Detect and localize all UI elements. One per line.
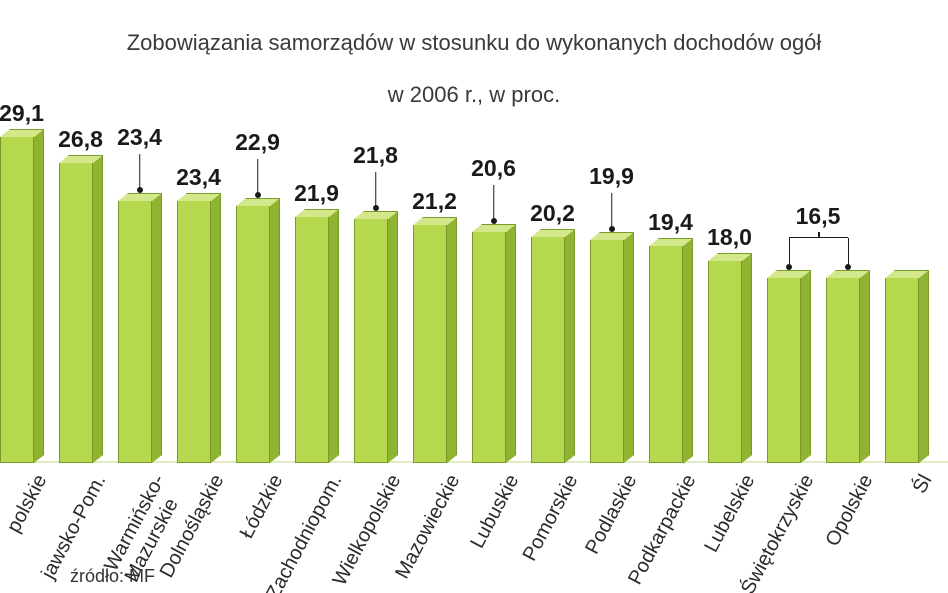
source-label: źródło: MF <box>70 566 155 587</box>
bar-front <box>0 137 34 463</box>
bar <box>590 232 634 463</box>
bar-side <box>447 217 457 463</box>
pointer-bracket-tick <box>789 238 791 267</box>
bar-slot: 20,6 <box>464 93 523 463</box>
x-axis-label: Lubuskie <box>466 471 524 552</box>
bar-slot: 19,4 <box>641 93 700 463</box>
bar <box>472 224 516 463</box>
bar-front <box>885 278 919 463</box>
x-axis-label: Pomorskie <box>518 471 583 565</box>
pointer-line <box>375 172 377 208</box>
bar-side <box>388 211 398 463</box>
value-label: 19,9 <box>589 163 634 190</box>
bar-slot: 29,1 <box>0 93 51 463</box>
value-label: 21,8 <box>353 142 398 169</box>
pointer-line <box>611 193 613 229</box>
bar-side <box>34 129 44 463</box>
bar <box>177 193 221 463</box>
x-axis-label: Lubelskie <box>700 471 760 556</box>
bar-slot: 21,8 <box>346 93 405 463</box>
bar-front <box>649 246 683 464</box>
bar-side <box>152 193 162 463</box>
bar-side <box>742 253 752 463</box>
plot-area: 29,1 26,8 23,4 23,4 22,9 21,9 21,8 21,2 20,6 20,2… <box>0 93 948 463</box>
bar-slot: 16,5 <box>759 93 818 463</box>
value-label: 22,9 <box>235 129 280 156</box>
value-label: 23,4 <box>176 164 221 191</box>
bar <box>708 253 752 463</box>
pointer-line <box>257 159 259 195</box>
bars-group: 29,1 26,8 23,4 23,4 22,9 21,9 21,8 21,2 20,6 20,2… <box>0 93 948 463</box>
value-label: 26,8 <box>58 126 103 153</box>
bar <box>59 155 103 463</box>
bar-front <box>590 240 624 463</box>
bar <box>531 229 575 463</box>
bar-side <box>211 193 221 463</box>
bar <box>354 211 398 463</box>
bar-side <box>329 209 339 463</box>
value-label: 20,2 <box>530 200 575 227</box>
bar-slot <box>818 93 877 463</box>
bar-front <box>413 225 447 463</box>
value-label: 20,6 <box>471 155 516 182</box>
pointer-line <box>493 185 495 221</box>
value-label: 19,4 <box>648 209 693 236</box>
x-axis-label: polskie <box>2 471 52 537</box>
bar-front <box>472 232 506 463</box>
bar <box>118 193 162 463</box>
bar-side <box>919 270 929 463</box>
bar-side <box>624 232 634 463</box>
x-axis-label: Opolskie <box>821 471 878 551</box>
bar-slot <box>877 93 936 463</box>
bar-side <box>801 270 811 463</box>
bar-front <box>354 219 388 463</box>
chart-title-line1: Zobowiązania samorządów w stosunku do wy… <box>127 30 822 55</box>
x-axis-label: Łódzkie <box>235 471 288 543</box>
pointer-dot <box>786 264 792 270</box>
bar <box>826 270 870 463</box>
bar-slot: 23,4 <box>110 93 169 463</box>
bar <box>767 270 811 463</box>
bar-side <box>93 155 103 463</box>
bar-front <box>177 201 211 463</box>
value-label: 29,1 <box>0 100 44 127</box>
bar-front <box>118 201 152 463</box>
bar-front <box>708 261 742 463</box>
bar-slot: 18,0 <box>700 93 759 463</box>
bar <box>649 238 693 464</box>
bar <box>0 129 44 463</box>
chart-container: Zobowiązania samorządów w stosunku do wy… <box>0 0 948 593</box>
bar-slot: 23,4 <box>169 93 228 463</box>
bar-side <box>860 270 870 463</box>
bar-front <box>59 163 93 463</box>
bar-front <box>236 206 270 463</box>
value-label: 23,4 <box>117 124 162 151</box>
bar-front <box>826 278 860 463</box>
x-axis-label: Podlaskie <box>581 471 642 558</box>
bar-slot: 21,2 <box>405 93 464 463</box>
value-label: 21,2 <box>412 188 457 215</box>
bar-slot: 22,9 <box>228 93 287 463</box>
bar-slot: 21,9 <box>287 93 346 463</box>
bar-slot: 19,9 <box>582 93 641 463</box>
bar-side <box>506 224 516 463</box>
bar-slot: 26,8 <box>51 93 110 463</box>
bar <box>413 217 457 463</box>
value-label: 21,9 <box>294 180 339 207</box>
bar-side <box>565 229 575 463</box>
bar <box>236 198 280 463</box>
bar-front <box>531 237 565 463</box>
bar-slot: 20,2 <box>523 93 582 463</box>
bar-side <box>683 238 693 464</box>
pointer-line <box>139 154 141 190</box>
bar <box>885 270 929 463</box>
bar <box>295 209 339 463</box>
x-axis-label: Śl <box>908 471 937 498</box>
value-label: 18,0 <box>707 224 752 251</box>
bar-front <box>767 278 801 463</box>
bar-side <box>270 198 280 463</box>
bar-front <box>295 217 329 463</box>
